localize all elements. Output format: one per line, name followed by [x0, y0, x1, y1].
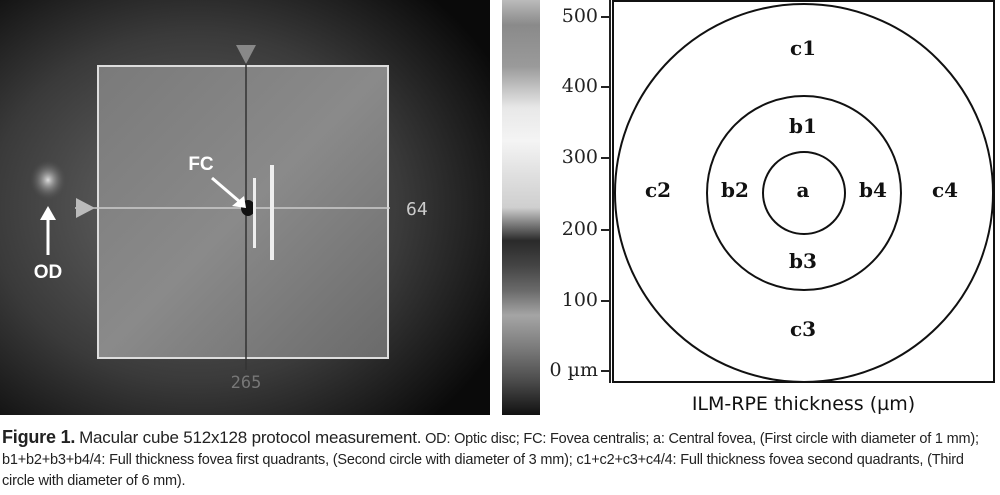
zone-b1: b1 [789, 114, 817, 138]
tick-300: 300 [561, 146, 598, 168]
middle-circle [706, 95, 902, 291]
zone-b4: b4 [859, 178, 887, 202]
zone-b3: b3 [789, 249, 817, 273]
figure-caption: Figure 1. Macular cube 512x128 protocol … [2, 427, 998, 492]
fc-arrow-icon [211, 176, 241, 204]
tick-400: 400 [561, 75, 598, 97]
tickmark [601, 300, 611, 302]
colorbar-axis [609, 0, 611, 383]
figure-title: Macular cube 512x128 protocol measuremen… [79, 428, 422, 447]
outer-circle [614, 3, 993, 381]
etdrs-thickness-map [612, 0, 995, 383]
row-marker-icon [76, 198, 95, 218]
column-index-label: 265 [231, 373, 262, 393]
row-index-label: 64 [406, 199, 428, 220]
figure-caption-text: OD: Optic disc; FC: Fovea centralis; a: … [2, 431, 979, 489]
tickmark [601, 86, 611, 88]
zone-c4: c4 [931, 178, 959, 202]
od-label: OD [34, 262, 63, 283]
zone-b2: b2 [721, 178, 749, 202]
tick-0: 0 µm [549, 359, 599, 381]
zone-a: a [796, 178, 810, 202]
fc-label: FC [188, 154, 214, 175]
zone-c2: c2 [644, 178, 672, 202]
figure-number: Figure 1. [2, 427, 76, 447]
tickmark [601, 370, 611, 372]
tick-500: 500 [561, 5, 598, 27]
oct-fundus-image: OD FC 64 265 [0, 0, 490, 415]
tickmark [601, 229, 611, 231]
tick-200: 200 [561, 218, 598, 240]
tick-100: 100 [561, 289, 598, 311]
zone-c3: c3 [789, 317, 817, 341]
inner-circle [762, 151, 846, 235]
thickness-colorbar [502, 0, 540, 415]
zone-c1: c1 [789, 36, 817, 60]
tickmark [601, 16, 611, 18]
map-axis-label: ILM-RPE thickness (µm) [691, 393, 916, 415]
column-marker-icon [236, 45, 256, 64]
tickmark [601, 157, 611, 159]
